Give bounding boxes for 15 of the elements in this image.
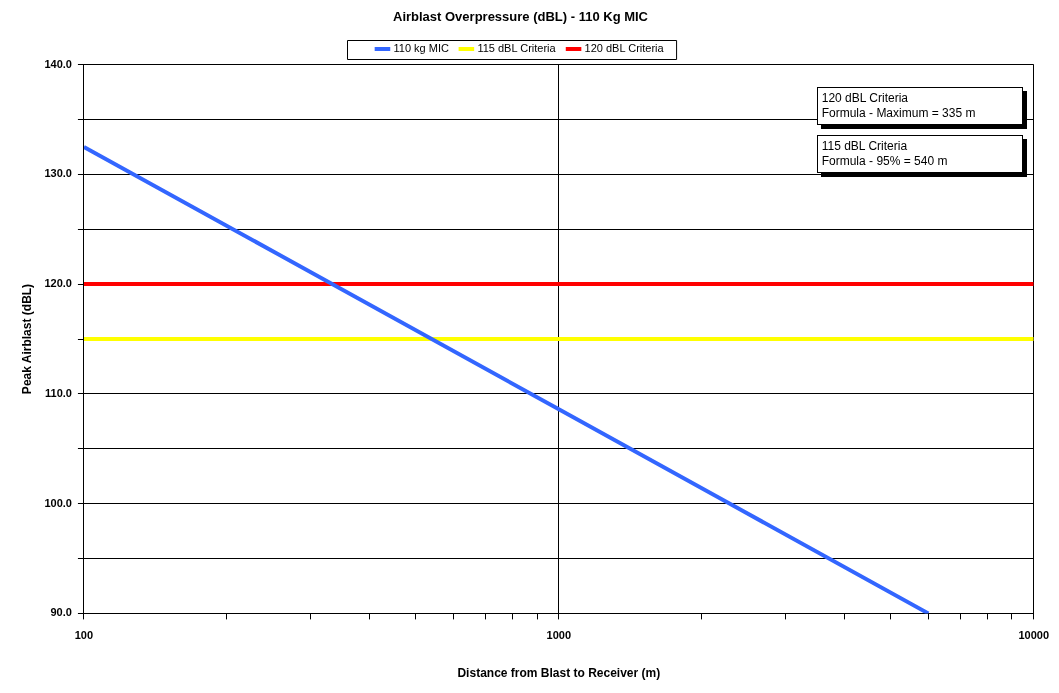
y-tick-label: 140.0	[44, 57, 72, 70]
legend-label: 120 dBL Criteria	[584, 42, 665, 55]
y-tick-label: 100.0	[44, 496, 72, 509]
chart-title: Airblast Overpressure (dBL) - 110 Kg MIC	[392, 9, 649, 25]
x-tick-label: 100	[74, 629, 94, 642]
x-axis-title: Distance from Blast to Receiver (m)	[457, 666, 661, 681]
y-tick-label: 110.0	[45, 386, 72, 399]
y-tick-label: 90.0	[50, 606, 72, 619]
x-tick-label: 1000	[546, 629, 572, 642]
legend-label: 110 kg MIC	[393, 42, 449, 55]
legend-label: 115 dBL Criteria	[477, 42, 557, 55]
y-tick-label: 130.0	[44, 167, 72, 180]
x-tick-label: 10000	[1018, 629, 1049, 642]
y-tick-label: 120.0	[44, 277, 72, 290]
y-axis-title: Peak Airblast (dBL)	[19, 283, 34, 395]
